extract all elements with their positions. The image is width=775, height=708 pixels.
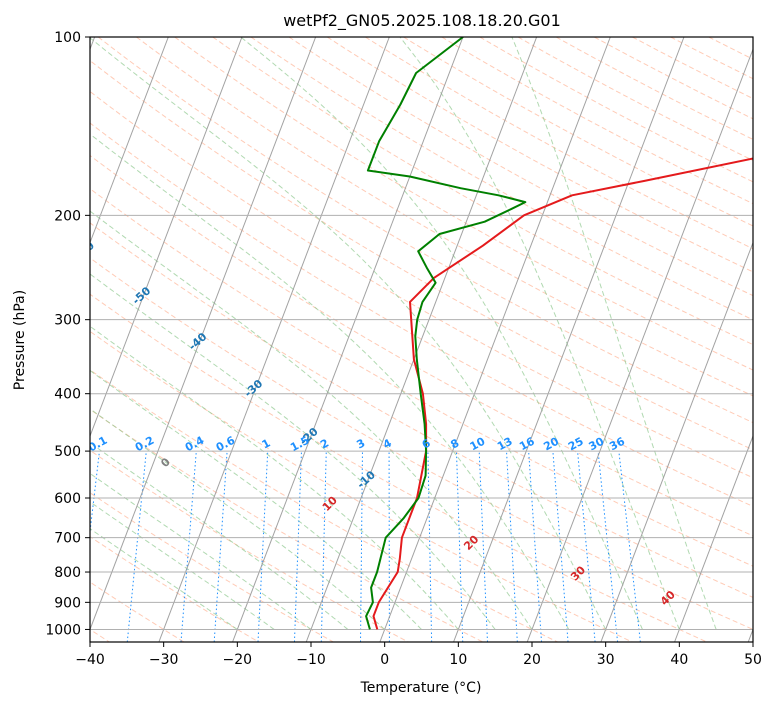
x-tick-label: 0 [380,652,389,668]
pressure-gridlines [90,37,753,630]
dry-adiabat [90,257,753,630]
y-tick-label: 600 [54,491,81,507]
y-tick-label: 400 [54,387,81,403]
dry-adiabat [90,408,484,642]
x-tick-label: −40 [75,652,105,668]
plot-area: -100-90-80-70-60-50-40-30-20-10 0.10.20.… [73,37,753,642]
isotherm [90,37,317,631]
isotherm [90,37,169,245]
moist-adiabats [90,37,717,630]
dry-adiabats [90,37,753,642]
dry-adiabat [90,330,633,642]
moist-adiabat [90,442,349,630]
x-axis: −40 −30 −20 −10 0 10 20 30 40 50 [75,642,762,668]
y-tick-label: 700 [54,531,81,547]
dry-adiabat [90,60,753,451]
dry-adiabat [479,37,753,183]
mixing-ratio-line [618,451,641,642]
x-tick-label: −10 [296,652,326,668]
moist-adiabat [511,37,717,630]
dry-adiabat [90,222,753,598]
isotherm [600,241,753,642]
x-tick-label: 40 [670,652,688,668]
x-tick-label: −30 [149,652,179,668]
dry-adiabat [90,369,558,642]
dry-adiabat [90,536,259,642]
isotherm [674,434,753,642]
isotherm-label: -60 [73,239,97,262]
x-tick-label: −20 [223,652,253,668]
moist-adiabat [90,325,459,630]
isotherms [90,37,753,642]
moist-adiabat [90,501,275,630]
isotherm [232,37,464,642]
dry-adiabat [97,37,753,424]
moist-adiabat [90,408,386,630]
isotherm [526,47,753,642]
mixing-ratio-label: 25 [566,435,586,454]
dry-adiabat [90,122,753,507]
dry-adiabat [212,37,753,346]
sounding-traces [365,37,753,630]
moist-adiabat [90,528,238,630]
dewpoint-trace [365,37,527,630]
mixing-ratio-label: 16 [517,435,537,454]
x-tick-label: 10 [449,652,467,668]
dry-adiabat [90,293,708,642]
moist-adiabat [90,369,422,630]
dry-adiabat [174,37,753,371]
dry-adiabat [403,37,753,227]
moist-adiabat [240,37,643,630]
mixing-ratio-lines [90,451,641,642]
chart-title: wetPf2_GN05.2025.108.18.20.G01 [283,11,561,31]
y-tick-label: 800 [54,565,81,581]
isotherm [453,37,685,642]
dry-adiabat [90,154,753,537]
y-tick-label: 1000 [45,622,81,638]
mixing-ratio-label: 30 [587,435,607,454]
dry-adiabat [250,37,753,321]
temperature-trace [372,157,753,630]
mixing-ratio-label: 36 [607,435,627,454]
moist-adiabat [90,37,607,630]
x-axis-title: Temperature (°C) [360,680,482,696]
y-tick-label: 500 [54,444,81,460]
x-tick-label: 50 [744,652,762,668]
isotherm [379,37,611,642]
mixing-ratio-line [90,451,100,536]
dry-adiabat [90,90,753,479]
moist-adiabat [399,37,680,630]
x-tick-label: 20 [523,652,541,668]
mixing-ratio-label: 13 [495,435,515,454]
isotherm [305,37,538,642]
y-axis-title: Pressure (hPa) [12,290,28,390]
dry-adiabat [90,188,753,567]
x-tick-label: 30 [597,652,615,668]
mixing-ratio-label: 20 [541,435,561,454]
dry-adiabat [326,37,753,273]
y-tick-label: 300 [54,313,81,329]
y-tick-label: 200 [54,208,81,224]
y-tick-label: 900 [54,595,81,611]
moist-adiabat [90,273,496,630]
y-tick-label: 100 [54,30,81,46]
dry-adiabat [136,37,753,397]
mixing-ratio-label: 10 [468,435,488,454]
isotherm [158,37,390,642]
y-axis: 100 200 300 400 500 600 700 800 900 1000 [45,30,90,638]
moist-adiabat [90,210,533,630]
isotherm [90,37,243,438]
plot-frame [89,36,754,643]
dry-adiabat [555,37,753,140]
moist-adiabat [90,133,570,630]
